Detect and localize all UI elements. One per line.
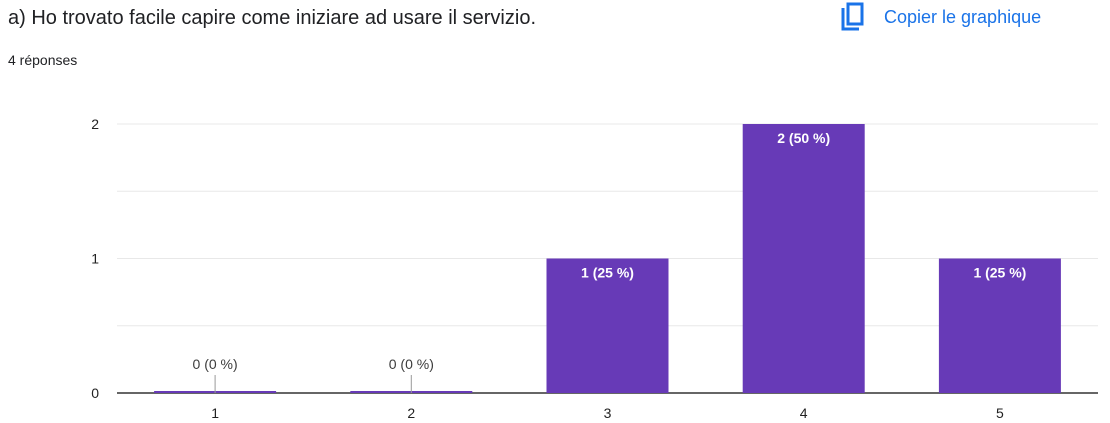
x-tick-label: 1 — [211, 405, 219, 421]
bar-value-label: 1 (25 %) — [581, 265, 634, 281]
x-tick-label: 4 — [800, 405, 808, 421]
y-axis-ticks: 0 1 2 — [91, 116, 99, 401]
copy-icon — [836, 0, 870, 34]
bar-value-label: 2 (50 %) — [777, 130, 830, 146]
bar — [546, 258, 669, 393]
x-axis-ticks: 1 2 3 4 5 — [211, 405, 1004, 421]
bar-value-label: 0 (0 %) — [389, 356, 434, 372]
bar — [938, 258, 1061, 393]
bars: 0 (0 %) 0 (0 %) 1 (25 %) 2 (50 %) 1 (25 %) — [154, 124, 1061, 393]
bar-value-label: 0 (0 %) — [193, 356, 238, 372]
copy-chart-label: Copier le graphique — [884, 6, 1042, 27]
x-tick-label: 3 — [604, 405, 612, 421]
bar — [742, 124, 865, 393]
bar-value-label: 1 (25 %) — [973, 265, 1026, 281]
y-tick-label: 2 — [91, 116, 99, 132]
response-count: 4 réponses — [8, 52, 78, 68]
question-title: a) Ho trovato facile capire come iniziar… — [8, 7, 536, 29]
y-tick-label: 1 — [91, 251, 99, 267]
x-tick-label: 2 — [407, 405, 415, 421]
copy-chart-button[interactable]: Copier le graphique — [836, 0, 1041, 34]
x-tick-label: 5 — [996, 405, 1004, 421]
y-tick-label: 0 — [91, 385, 99, 401]
